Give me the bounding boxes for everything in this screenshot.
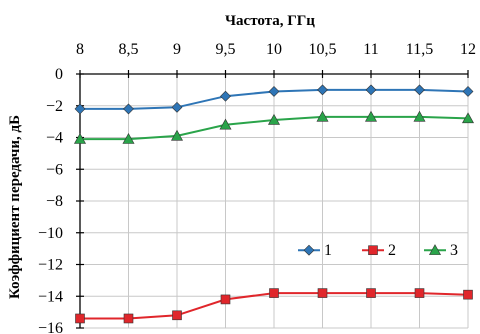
data-point-series-3 bbox=[413, 110, 426, 122]
series-lines bbox=[73, 84, 475, 324]
x-tick-label: 11,5 bbox=[406, 41, 433, 58]
legend-entry-1: 1 bbox=[298, 242, 332, 259]
x-tick-label: 10 bbox=[266, 41, 282, 58]
data-point-series-2 bbox=[366, 288, 376, 298]
legend-marker-1 bbox=[303, 244, 315, 256]
x-tick-label: 9,5 bbox=[216, 41, 236, 58]
data-point-series-2 bbox=[269, 288, 279, 298]
x-tick-labels: 8 8,5 9 9,5 10 10,5 11 11,5 12 bbox=[76, 41, 476, 58]
data-point-series-3 bbox=[219, 118, 232, 130]
data-point-series-1 bbox=[268, 86, 280, 97]
y-tick-label: −16 bbox=[38, 320, 63, 334]
y-tick-label: −12 bbox=[38, 257, 63, 274]
series-2 bbox=[75, 288, 473, 324]
legend-entry-2: 2 bbox=[362, 242, 396, 259]
y-tick-label: −10 bbox=[38, 225, 63, 242]
y-tick-label: −2 bbox=[46, 98, 63, 115]
data-point-series-1 bbox=[74, 103, 86, 115]
data-point-series-1 bbox=[171, 101, 183, 113]
legend-label-3: 3 bbox=[450, 242, 458, 259]
x-tick-label: 8 bbox=[76, 41, 84, 58]
data-point-series-3 bbox=[316, 110, 329, 122]
x-tick-label: 11 bbox=[363, 41, 378, 58]
legend-entry-3: 3 bbox=[424, 242, 458, 259]
x-tick-label: 8,5 bbox=[119, 41, 139, 58]
y-tick-label: −4 bbox=[46, 130, 63, 147]
y-tick-label: −6 bbox=[46, 161, 63, 178]
data-point-series-1 bbox=[123, 103, 134, 115]
legend-label-1: 1 bbox=[324, 242, 332, 259]
y-tick-label: −8 bbox=[46, 193, 63, 210]
data-point-series-2 bbox=[123, 313, 134, 324]
data-point-series-3 bbox=[267, 113, 281, 125]
data-point-series-3 bbox=[170, 129, 184, 141]
data-point-series-2 bbox=[317, 288, 328, 298]
x-tick-label: 10,5 bbox=[309, 41, 337, 58]
y-axis-title: Коэффициент передачи, дБ bbox=[7, 115, 23, 299]
series-3 bbox=[73, 110, 475, 144]
data-point-series-2 bbox=[220, 294, 231, 305]
x-tick-label: 12 bbox=[460, 41, 476, 58]
legend-marker-2 bbox=[368, 245, 378, 256]
data-point-series-2 bbox=[414, 288, 425, 298]
data-point-series-2 bbox=[463, 289, 473, 300]
y-tick-labels: 0 −2 −4 −6 −8 −10 −12 −14 −16 bbox=[38, 66, 63, 334]
data-point-series-2 bbox=[172, 310, 182, 321]
data-point-series-1 bbox=[317, 84, 328, 96]
data-point-series-1 bbox=[462, 86, 474, 97]
data-point-series-1 bbox=[220, 90, 231, 102]
y-tick-label: 0 bbox=[55, 66, 63, 83]
data-point-series-3 bbox=[364, 110, 378, 122]
data-point-series-3 bbox=[461, 112, 475, 124]
data-point-series-3 bbox=[122, 132, 135, 144]
data-point-series-1 bbox=[414, 84, 425, 96]
data-point-series-1 bbox=[365, 84, 377, 96]
legend: 1 2 3 bbox=[298, 242, 458, 259]
x-tick-label: 9 bbox=[173, 41, 181, 58]
series-1 bbox=[74, 84, 474, 115]
legend-marker-3 bbox=[428, 244, 442, 255]
data-point-series-3 bbox=[73, 132, 87, 144]
data-point-series-2 bbox=[75, 313, 85, 324]
y-tick-label: −14 bbox=[38, 288, 63, 305]
x-axis-title: Частота, ГГц bbox=[225, 13, 315, 29]
legend-label-2: 2 bbox=[388, 242, 396, 259]
